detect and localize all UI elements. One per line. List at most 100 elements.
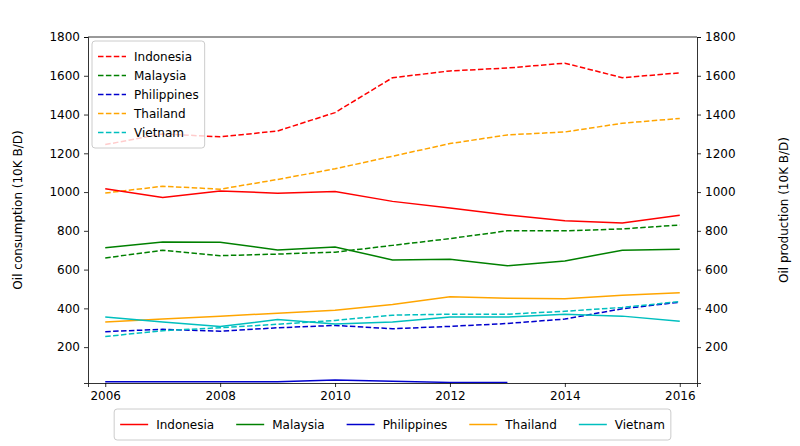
series-line [105,314,680,326]
tick: 600 [697,263,728,277]
tick-label: 200 [705,340,728,354]
tick-label: 1000 [49,185,80,199]
legend-swatch [98,75,126,77]
tick: 2006 [90,383,121,403]
tick: 400 [697,302,728,316]
tick-mark [697,270,701,271]
legend-item: Philippines [98,88,199,102]
legend-item: Thailand [98,107,186,121]
tick: 1400 [697,108,736,122]
legend-label: Indonesia [156,418,214,432]
tick-mark [697,153,701,154]
tick: 2016 [665,383,696,403]
tick-label: 1400 [49,108,80,122]
tick-mark [680,383,681,387]
axis-line [89,384,698,388]
tick-label: 1000 [705,185,736,199]
legend: Indonesia Malaysia Philippines Thailand Viet… [114,409,671,440]
x-axis: 2006 2008 2010 2012 2014 2016 [89,383,698,403]
chart: 2006 2008 2010 2012 2014 2016 200 400 600 800 1000… [0,0,800,446]
tick-mark [697,347,701,348]
tick-label: 800 [57,224,80,238]
tick-mark [84,153,88,154]
tick-label: 1400 [705,108,736,122]
legend-swatch [98,132,126,134]
tick-mark [105,383,106,387]
tick-label: 1600 [49,69,80,83]
tick-mark [697,37,701,38]
tick-label: 200 [57,340,80,354]
tick-label: 400 [705,302,728,316]
tick-label: 2008 [205,389,236,403]
tick-mark [450,383,451,387]
tick: 200 [697,340,728,354]
y2-axis-title: Oil production (10K B/D) [777,137,791,283]
tick: 2010 [320,383,351,403]
series-line [105,189,680,223]
legend-swatch [469,424,497,426]
tick-mark [335,383,336,387]
tick: 2012 [435,383,466,403]
tick-mark [697,192,701,193]
tick-mark [84,76,88,77]
axis-line [698,38,702,384]
legend-label: Philippines [383,418,448,432]
tick-label: 600 [705,263,728,277]
tick: 200 [57,340,88,354]
tick: 800 [697,224,728,238]
legend-item: Indonesia [120,418,214,432]
tick-mark [84,347,88,348]
series-line [105,293,680,322]
tick-label: 1600 [705,69,736,83]
tick: 1400 [49,108,88,122]
legend-label: Thailand [504,418,557,432]
legend-label: Malaysia [134,69,186,83]
tick-label: 1800 [49,30,80,44]
tick-label: 2006 [90,389,121,403]
legend-item: Thailand [469,418,557,432]
legend-swatch [120,424,148,426]
legend-item: Malaysia [98,69,186,83]
tick: 1000 [49,185,88,199]
tick-mark [84,270,88,271]
tick-label: 2014 [550,389,581,403]
legend-item: Vietnam [98,126,184,140]
tick-mark [565,383,566,387]
legend-swatch [579,424,607,426]
tick-label: 600 [57,263,80,277]
tick: 800 [57,224,88,238]
tick: 1800 [49,30,88,44]
tick: 2014 [550,383,581,403]
tick-label: 400 [57,302,80,316]
tick-label: 800 [705,224,728,238]
axis-line [84,38,89,384]
series-line [105,242,680,266]
legend-label: Vietnam [134,126,184,140]
legend-label: Philippines [134,88,199,102]
legend-label: Indonesia [134,50,192,64]
legend-item: Philippines [347,418,448,432]
tick: 600 [57,263,88,277]
legend-swatch [236,424,264,426]
tick-label: 2010 [320,389,351,403]
tick-label: 1200 [49,147,80,161]
tick-label: 1800 [705,30,736,44]
legend: Indonesia Malaysia Philippines Thailand Viet… [92,41,205,148]
tick-mark [84,37,88,38]
tick-mark [84,192,88,193]
legend-swatch [98,113,126,115]
y-axis-title: Oil consumption (10K B/D) [11,130,25,289]
legend-label: Vietnam [615,418,665,432]
tick: 1800 [697,30,736,44]
tick-mark [220,383,221,387]
tick: 1600 [49,69,88,83]
series-line [105,302,680,337]
tick-mark [84,115,88,116]
tick-label: 1200 [705,147,736,161]
legend-swatch [347,424,375,426]
legend-item: Malaysia [236,418,324,432]
tick: 1000 [697,185,736,199]
tick-mark [84,308,88,309]
legend-label: Thailand [133,107,186,121]
tick-label: 2016 [665,389,696,403]
